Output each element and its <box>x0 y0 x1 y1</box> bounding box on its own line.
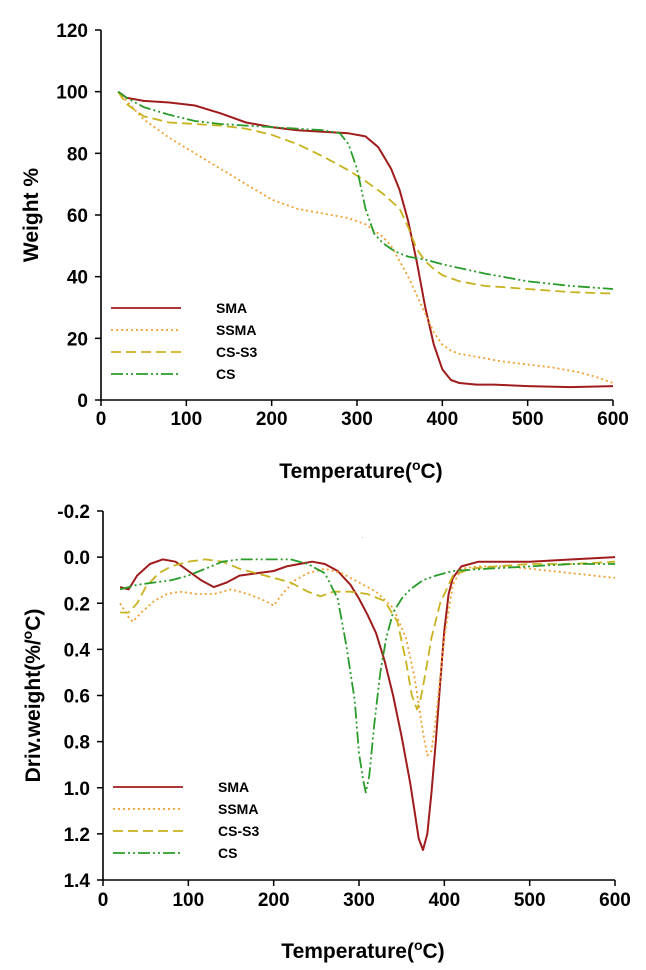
series-line-sma <box>119 556 616 851</box>
legend-label: CS-S3 <box>216 344 257 360</box>
y-tick-label: 0.6 <box>64 687 90 708</box>
legend-label: SSMA <box>218 801 258 817</box>
x-tick-label: 500 <box>512 409 544 430</box>
x-tick-label: 100 <box>172 890 204 911</box>
y-tick-label: 0.4 <box>64 640 91 661</box>
y-tick-label: -0.2 <box>57 502 90 523</box>
series-line-cs <box>119 558 615 794</box>
series-line-cs-s3 <box>120 558 616 711</box>
y-axis-label: Driv.weight(%/oC) <box>19 609 45 783</box>
x-tick-label: 200 <box>256 409 288 430</box>
y-tick-label: 1.4 <box>64 871 91 892</box>
series-line-sma <box>117 90 614 389</box>
y-tick-label: 0 <box>77 391 88 412</box>
series-line-cs <box>117 90 614 290</box>
y-tick-label: 20 <box>67 329 88 350</box>
x-tick-label: 300 <box>343 890 375 911</box>
y-tick-label: 40 <box>67 268 88 289</box>
y-tick-label: 1.2 <box>64 825 90 846</box>
y-tick-label: 120 <box>56 21 88 42</box>
x-axis-label: Temperature(oC) <box>281 937 444 963</box>
series-line-ssma <box>119 565 616 757</box>
x-tick-label: 500 <box>514 890 546 911</box>
x-tick-label: 600 <box>599 890 631 911</box>
legend-label: CS <box>216 366 235 382</box>
legend-label: SMA <box>218 779 249 795</box>
legend-label: CS <box>218 845 237 861</box>
y-tick-label: 60 <box>67 206 88 227</box>
y-axis-label: Weight % <box>20 168 43 262</box>
x-tick-label: 300 <box>341 409 373 430</box>
legend-label: SSMA <box>216 322 256 338</box>
y-tick-label: 80 <box>67 144 88 165</box>
y-tick-label: 0.8 <box>64 733 90 754</box>
x-tick-label: 0 <box>96 409 107 430</box>
x-tick-label: 400 <box>428 890 460 911</box>
x-axis-label: Temperature(oC) <box>279 457 442 483</box>
derivative-weight-panel: 0 100 200 300 400 500 600 -0.2 0.0 0.2 0.4 0.6 0.8 1.… <box>19 502 631 963</box>
series-line-cs-s3 <box>117 91 614 295</box>
x-tick-label: 200 <box>258 890 290 911</box>
x-tick-label: 400 <box>426 409 458 430</box>
y-tick-label: 1.0 <box>64 779 90 800</box>
legend: SMA SSMA CS-S3 CS <box>113 779 259 861</box>
legend-label: SMA <box>216 300 247 316</box>
stray-dot-mark: . <box>362 535 363 540</box>
y-tick-label: 100 <box>56 83 88 104</box>
legend-label: CS-S3 <box>218 823 259 839</box>
x-tick-label: 100 <box>170 409 202 430</box>
y-tick-label: 0.2 <box>64 594 90 615</box>
x-tick-label: 600 <box>597 409 629 430</box>
x-tick-label: 0 <box>98 890 109 911</box>
weight-loss-panel: 0 100 200 300 400 500 600 0 20 40 60 80 100 120 Temper… <box>20 21 629 483</box>
y-tick-label: 0.0 <box>64 548 90 569</box>
legend: SMA SSMA CS-S3 CS <box>111 300 257 382</box>
